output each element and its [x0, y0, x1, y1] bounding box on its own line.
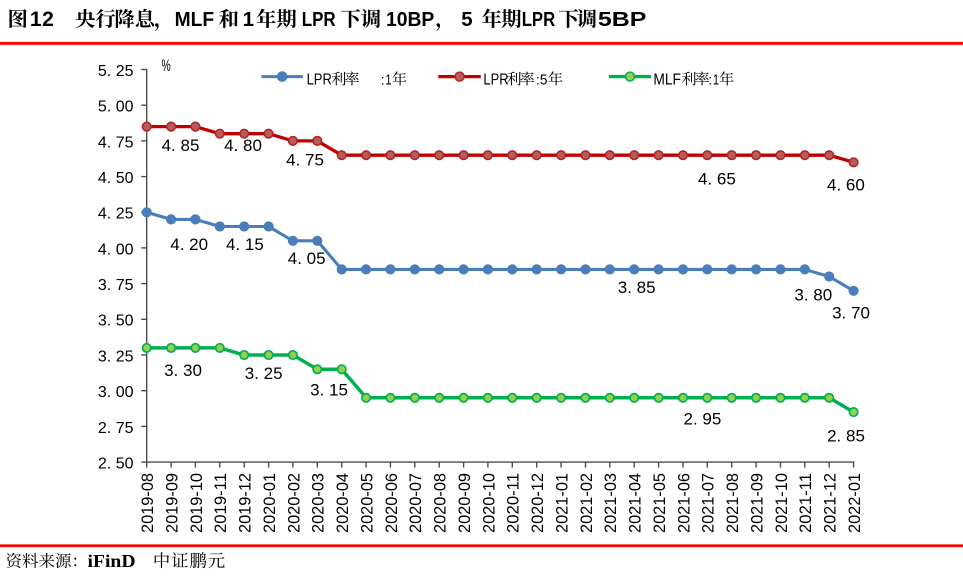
- svg-text:2021-02: 2021-02: [577, 473, 596, 533]
- svg-text:4. 05: 4. 05: [288, 249, 326, 268]
- svg-text:4. 50: 4. 50: [98, 170, 134, 187]
- svg-text:2. 95: 2. 95: [683, 409, 721, 428]
- svg-text:2020-10: 2020-10: [479, 473, 498, 533]
- svg-text:1: 1: [243, 8, 254, 31]
- svg-text:4. 75: 4. 75: [98, 134, 134, 151]
- svg-text:4. 25: 4. 25: [98, 206, 134, 223]
- svg-text:3. 25: 3. 25: [245, 364, 283, 383]
- svg-text:3. 80: 3. 80: [794, 286, 832, 305]
- svg-text:4. 20: 4. 20: [170, 235, 208, 254]
- svg-text:2020-01: 2020-01: [260, 473, 279, 533]
- svg-text:LPR: LPR: [522, 8, 556, 31]
- svg-text:1: 1: [385, 72, 391, 88]
- svg-text:3. 00: 3. 00: [98, 384, 134, 401]
- svg-text:3. 25: 3. 25: [98, 348, 134, 365]
- svg-text:2021-03: 2021-03: [601, 473, 620, 533]
- svg-text::: :: [536, 71, 540, 87]
- svg-text:4. 85: 4. 85: [162, 136, 200, 155]
- svg-text::: :: [381, 71, 385, 87]
- svg-text:2022-01: 2022-01: [845, 473, 864, 533]
- svg-text:2021-07: 2021-07: [699, 473, 718, 533]
- svg-text:MLF: MLF: [175, 8, 215, 31]
- svg-text:2021-08: 2021-08: [723, 473, 742, 533]
- svg-text:5. 00: 5. 00: [98, 99, 134, 116]
- svg-text:2020-12: 2020-12: [528, 473, 547, 533]
- svg-text:2020-07: 2020-07: [406, 473, 425, 533]
- svg-text:5: 5: [461, 8, 472, 31]
- svg-text:2021-09: 2021-09: [748, 473, 767, 533]
- svg-text:3. 30: 3. 30: [164, 361, 202, 380]
- svg-text:2020-02: 2020-02: [284, 473, 303, 533]
- svg-text:3. 15: 3. 15: [310, 380, 348, 399]
- svg-text:3. 75: 3. 75: [98, 277, 134, 294]
- svg-text:2021-05: 2021-05: [650, 473, 669, 533]
- svg-text:2019-12: 2019-12: [236, 473, 255, 533]
- svg-text:4. 80: 4. 80: [224, 136, 262, 155]
- svg-text:LPR: LPR: [307, 71, 332, 88]
- svg-text:4. 75: 4. 75: [286, 151, 324, 170]
- svg-text:2. 50: 2. 50: [98, 455, 134, 472]
- svg-text:2019-08: 2019-08: [138, 473, 157, 533]
- svg-text:4. 60: 4. 60: [827, 176, 865, 195]
- svg-text:2021-10: 2021-10: [772, 473, 791, 533]
- svg-text:%: %: [162, 56, 171, 74]
- svg-text:2019-10: 2019-10: [187, 473, 206, 533]
- svg-text:LPR: LPR: [483, 71, 508, 88]
- svg-text:5BP: 5BP: [598, 8, 647, 31]
- svg-text:2021-12: 2021-12: [821, 473, 840, 533]
- svg-text:5: 5: [540, 72, 548, 88]
- svg-text:2020-05: 2020-05: [358, 473, 377, 533]
- svg-text:2. 85: 2. 85: [827, 427, 865, 446]
- svg-text:LPR: LPR: [302, 8, 336, 31]
- svg-text:4. 15: 4. 15: [226, 235, 264, 254]
- svg-text:2021-06: 2021-06: [674, 473, 693, 533]
- svg-text::: :: [708, 71, 712, 87]
- svg-text:2020-09: 2020-09: [455, 473, 474, 533]
- svg-text:2020-11: 2020-11: [504, 473, 523, 533]
- svg-text:2020-06: 2020-06: [382, 473, 401, 533]
- svg-text:2020-03: 2020-03: [309, 473, 328, 533]
- svg-text:3. 70: 3. 70: [832, 304, 870, 323]
- svg-text:MLF: MLF: [653, 71, 681, 88]
- svg-text:5. 25: 5. 25: [98, 63, 134, 80]
- svg-text:2021-11: 2021-11: [796, 473, 815, 533]
- svg-text:3. 50: 3. 50: [98, 313, 134, 330]
- svg-text:4. 65: 4. 65: [698, 169, 736, 188]
- svg-text:3. 85: 3. 85: [618, 278, 656, 297]
- svg-text:2. 75: 2. 75: [98, 420, 134, 437]
- svg-text:4. 00: 4. 00: [98, 241, 134, 258]
- svg-text:2021-04: 2021-04: [626, 473, 645, 533]
- svg-text:2021-01: 2021-01: [553, 473, 572, 533]
- svg-text:iFinD: iFinD: [88, 551, 136, 571]
- svg-text:12: 12: [30, 8, 55, 31]
- svg-text:2020-04: 2020-04: [333, 473, 352, 533]
- svg-text:10BP: 10BP: [386, 8, 434, 31]
- svg-text:2020-08: 2020-08: [431, 473, 450, 533]
- svg-text:2019-11: 2019-11: [211, 473, 230, 533]
- svg-text:2019-09: 2019-09: [163, 473, 182, 533]
- svg-text:1: 1: [713, 72, 719, 88]
